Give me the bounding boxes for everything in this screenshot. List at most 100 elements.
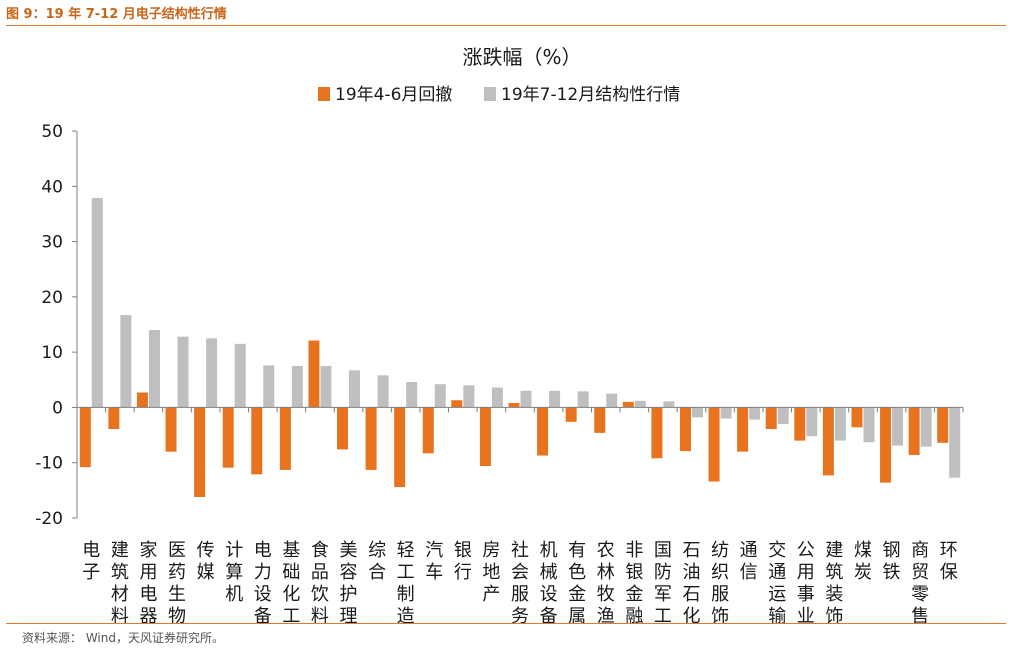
bar-series-1 [537,407,549,456]
category-label: 轻工制造 [397,540,415,627]
y-tick-label: 0 [52,398,63,418]
category-label: 家用电器 [139,540,157,627]
bar-series-1 [136,392,148,408]
category-label: 公用事业 [797,540,815,627]
category-label: 电子 [82,540,100,583]
category-label: 电力设备 [254,540,272,627]
category-label: 非银金融 [625,540,643,627]
bar-series-2 [148,330,160,408]
category-label: 基础化工 [282,540,300,627]
bar-series-2 [120,315,132,408]
y-tick-label: 30 [41,233,63,253]
category-label: 美容护理 [340,540,358,627]
category-label: 纺织服饰 [711,540,729,627]
y-tick-label: -20 [35,509,63,529]
category-label: 煤炭 [854,540,872,583]
bar-series-2 [949,407,961,478]
category-label: 食品饮料 [311,540,329,627]
bar-series-2 [491,387,503,408]
bar-series-1 [508,403,520,408]
bar-series-1 [594,407,606,433]
bar-series-1 [222,407,234,468]
caption-rule [6,25,1006,26]
bar-series-2 [577,391,589,408]
bar-series-1 [765,407,777,429]
category-label: 建筑材料 [111,540,129,627]
y-tick-label: 20 [41,288,63,308]
bar-series-1 [279,407,291,470]
category-label: 医药生物 [168,540,186,627]
bar-series-2 [634,400,646,408]
category-label: 银行 [454,540,472,583]
y-tick-label: 50 [41,122,63,142]
bar-series-1 [708,407,720,482]
y-tick-label: 40 [41,177,63,197]
bar-series-2 [206,338,218,408]
bar-series-1 [365,407,377,470]
bar-series-1 [479,407,491,467]
bar-series-2 [892,407,904,446]
bar-series-1 [451,400,463,408]
category-label: 传媒 [197,540,215,583]
bar-series-1 [79,407,91,468]
y-axis: 50 40 30 20 10 0 -10 -20 [35,122,78,529]
category-label: 房地产 [482,540,500,605]
category-label: 有色金属 [568,540,586,627]
figure-caption: 图 9：19 年 7-12 月电子结构性行情 [6,7,227,22]
bar-series-1 [422,407,434,454]
bar-series-1 [851,407,863,428]
bar-series-1 [251,407,263,475]
bar-series-2 [720,407,732,419]
source-note: 资料来源： Wind，天风证券研究所。 [22,631,224,645]
bar-series-1 [165,407,177,452]
bar-series-1 [565,407,577,422]
source-rule [6,623,1006,624]
category-label: 计算机 [225,540,243,605]
category-label: 环保 [940,540,958,583]
bar-series-1 [880,407,892,483]
chart-title: 涨跌幅（%） [462,45,581,69]
bar-series-2 [91,197,103,408]
bar-series-1 [622,401,634,408]
bar-series-2 [434,384,446,408]
legend-label-series-1: 19年4-6月回撤 [335,85,452,105]
category-label: 农林牧渔 [597,540,615,627]
bar-series-2 [691,407,703,418]
category-label: 国防军工 [654,540,672,627]
category-label: 机械设备 [540,540,558,627]
bar-series-1 [337,407,349,450]
bar-series-2 [806,407,818,437]
bar-series-1 [394,407,406,488]
y-tick-label: -10 [35,454,63,474]
bar-series-2 [463,385,475,408]
y-tick-label: 10 [41,343,63,363]
bar-series-2 [606,393,618,408]
bar-series-2 [520,390,532,408]
bar-series-2 [777,407,789,425]
bar-series-2 [177,336,189,408]
category-label: 通信 [740,540,758,583]
bar-series-2 [663,401,675,408]
bar-series-2 [234,343,246,408]
bar-series-2 [834,407,846,441]
bar-series-1 [822,407,834,476]
category-label: 汽车 [425,540,443,583]
category-label: 建筑装饰 [825,540,843,627]
category-label: 社会服务 [511,540,529,627]
x-axis: 电子建筑材料家用电器医药生物传媒计算机电力设备基础化工食品饮料美容护理综合轻工制… [77,406,964,627]
bar-series-2 [291,365,303,408]
bar-series-1 [679,407,691,452]
bar-series-1 [794,407,806,441]
legend-label-series-2: 19年7-12月结构性行情 [501,85,680,105]
bar-series-2 [549,390,561,408]
bar-series-1 [908,407,920,455]
bar-series-2 [377,375,389,408]
bar-series-2 [263,365,275,408]
bar-series-2 [920,407,932,447]
bars [79,197,961,497]
category-label: 商贸零售 [911,540,929,627]
bar-series-1 [737,407,749,452]
category-label: 综合 [368,540,386,583]
bar-series-1 [308,340,320,408]
